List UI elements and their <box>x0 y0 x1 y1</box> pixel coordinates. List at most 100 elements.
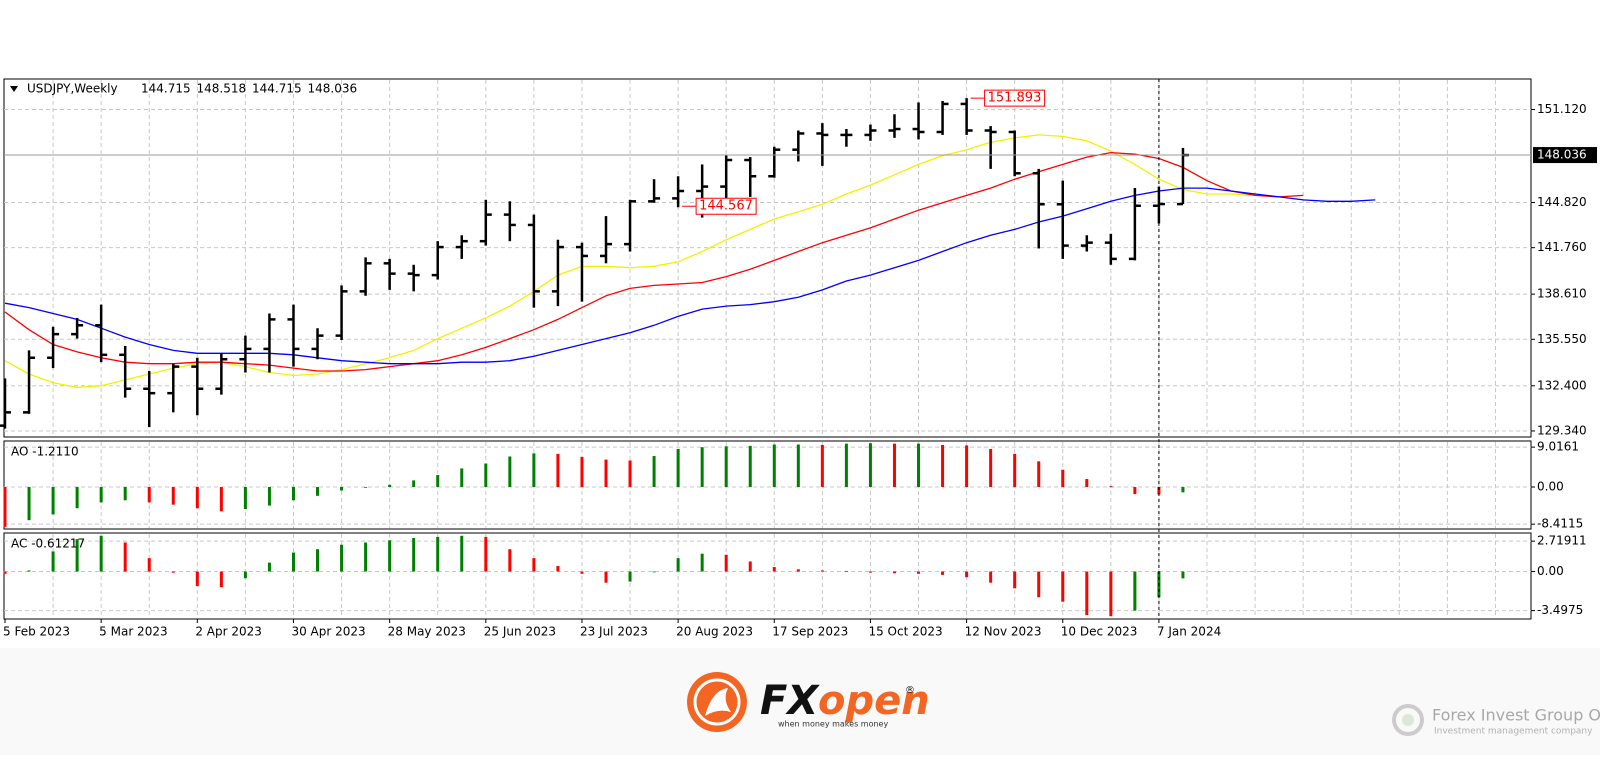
x-tick-label: 5 Feb 2023 <box>3 625 70 639</box>
histogram-bar <box>508 549 512 572</box>
x-tick-label: 28 May 2023 <box>388 625 466 639</box>
histogram-bar <box>340 544 344 572</box>
histogram-bar <box>724 554 728 572</box>
logo-registered: ® <box>905 685 915 696</box>
header-close: 148.036 <box>308 82 358 96</box>
x-tick-label: 12 Nov 2023 <box>965 625 1042 639</box>
histogram-bar <box>123 486 127 501</box>
annotation-box <box>984 89 1046 107</box>
histogram-bar <box>1157 486 1161 495</box>
histogram-bar <box>941 444 945 487</box>
header-open: 144.715 <box>141 82 191 96</box>
histogram-bar <box>892 443 896 487</box>
x-tick-label: 17 Sep 2023 <box>772 625 848 639</box>
histogram-bar <box>51 551 55 572</box>
histogram-bar <box>1085 571 1089 616</box>
histogram-bar <box>267 486 271 506</box>
histogram-bar <box>484 536 488 572</box>
indicator-label: AC -0.61217 <box>11 537 85 551</box>
histogram-bar <box>412 480 416 487</box>
annotation-label: 144.567 <box>699 199 753 214</box>
footer-band <box>0 648 1600 755</box>
histogram-bar <box>1181 486 1185 493</box>
logo-suffix: open <box>818 678 930 724</box>
plot-layers: 151.120 144.820 141.760 138.610 135.550 132.4… <box>0 78 1597 639</box>
histogram-bar <box>965 571 969 578</box>
histogram-bar <box>700 553 704 572</box>
histogram-bar <box>917 571 921 574</box>
histogram-bar <box>556 453 560 487</box>
logo-prefix: FX <box>760 678 820 724</box>
histogram-bar <box>291 486 295 501</box>
histogram-bar <box>75 486 79 509</box>
header-high: 148.518 <box>197 82 247 96</box>
indicator-label: AO -1.2110 <box>11 445 79 459</box>
histogram-bar <box>628 460 632 487</box>
histogram-bar <box>676 558 680 572</box>
histogram-bar <box>436 536 440 572</box>
annotation-label: 151.893 <box>988 91 1042 106</box>
x-tick-label: 7 Jan 2024 <box>1157 625 1221 639</box>
histogram-bar <box>364 486 368 488</box>
watermark-tagline: Investment management company <box>1434 727 1593 737</box>
annotation-box <box>695 197 757 215</box>
histogram-bar <box>1013 571 1017 589</box>
logo-icon-mark <box>705 688 731 716</box>
histogram-bar <box>1037 571 1041 598</box>
histogram-bar <box>652 571 656 573</box>
histogram-bar <box>243 486 247 510</box>
y-tick-label: 129.340 <box>1537 423 1587 437</box>
y-tick-label: -3.4975 <box>1537 603 1583 617</box>
moving-average-line <box>4 187 1376 365</box>
histogram-bar <box>580 571 584 574</box>
histogram-bar <box>604 459 608 487</box>
histogram-bar <box>844 570 848 572</box>
panel-frame <box>3 78 1532 438</box>
histogram-bar <box>3 571 7 574</box>
histogram-bar <box>1133 486 1137 495</box>
histogram-bar <box>796 569 800 572</box>
header-low: 144.715 <box>252 82 302 96</box>
watermark-icon <box>1392 704 1424 736</box>
histogram-bar <box>460 468 464 487</box>
histogram-bar <box>724 446 728 487</box>
histogram-bar <box>243 571 247 579</box>
histogram-bar <box>989 448 993 487</box>
histogram-bar <box>75 539 79 572</box>
histogram-bar <box>556 565 560 572</box>
histogram-bar <box>316 486 320 496</box>
histogram-bar <box>532 453 536 487</box>
histogram-bar <box>1037 461 1041 487</box>
histogram-bar <box>1061 571 1065 602</box>
histogram-bar <box>99 486 103 503</box>
histogram-bar <box>171 571 175 573</box>
histogram-bar <box>1181 571 1185 579</box>
histogram-bar <box>868 443 872 487</box>
histogram-bar <box>364 542 368 572</box>
x-tick-label: 5 Mar 2023 <box>99 625 167 639</box>
y-tick-label: 151.120 <box>1537 102 1587 116</box>
x-tick-label: 15 Oct 2023 <box>868 625 942 639</box>
logo: FX open ® when money makes money <box>687 672 930 732</box>
histogram-bar <box>676 448 680 487</box>
x-tick-label: 30 Apr 2023 <box>291 625 365 639</box>
histogram-bar <box>412 538 416 572</box>
histogram-bar <box>1061 469 1065 487</box>
histogram-bar <box>532 558 536 572</box>
y-tick-label: 135.550 <box>1537 332 1587 346</box>
histogram-bar <box>1133 571 1137 611</box>
current-price-box <box>1533 147 1597 164</box>
y-tick-label: 9.0161 <box>1537 440 1579 454</box>
x-tick-label: 10 Dec 2023 <box>1061 625 1138 639</box>
histogram-bar <box>27 486 31 521</box>
histogram-bar <box>508 456 512 487</box>
y-tick-label: 144.820 <box>1537 195 1587 209</box>
y-tick-label: 138.610 <box>1537 287 1587 301</box>
current-price-label: 148.036 <box>1537 148 1587 162</box>
collapse-arrow <box>10 86 18 92</box>
histogram-bar <box>171 486 175 505</box>
histogram-bar <box>820 444 824 487</box>
histogram-bar <box>51 486 55 515</box>
